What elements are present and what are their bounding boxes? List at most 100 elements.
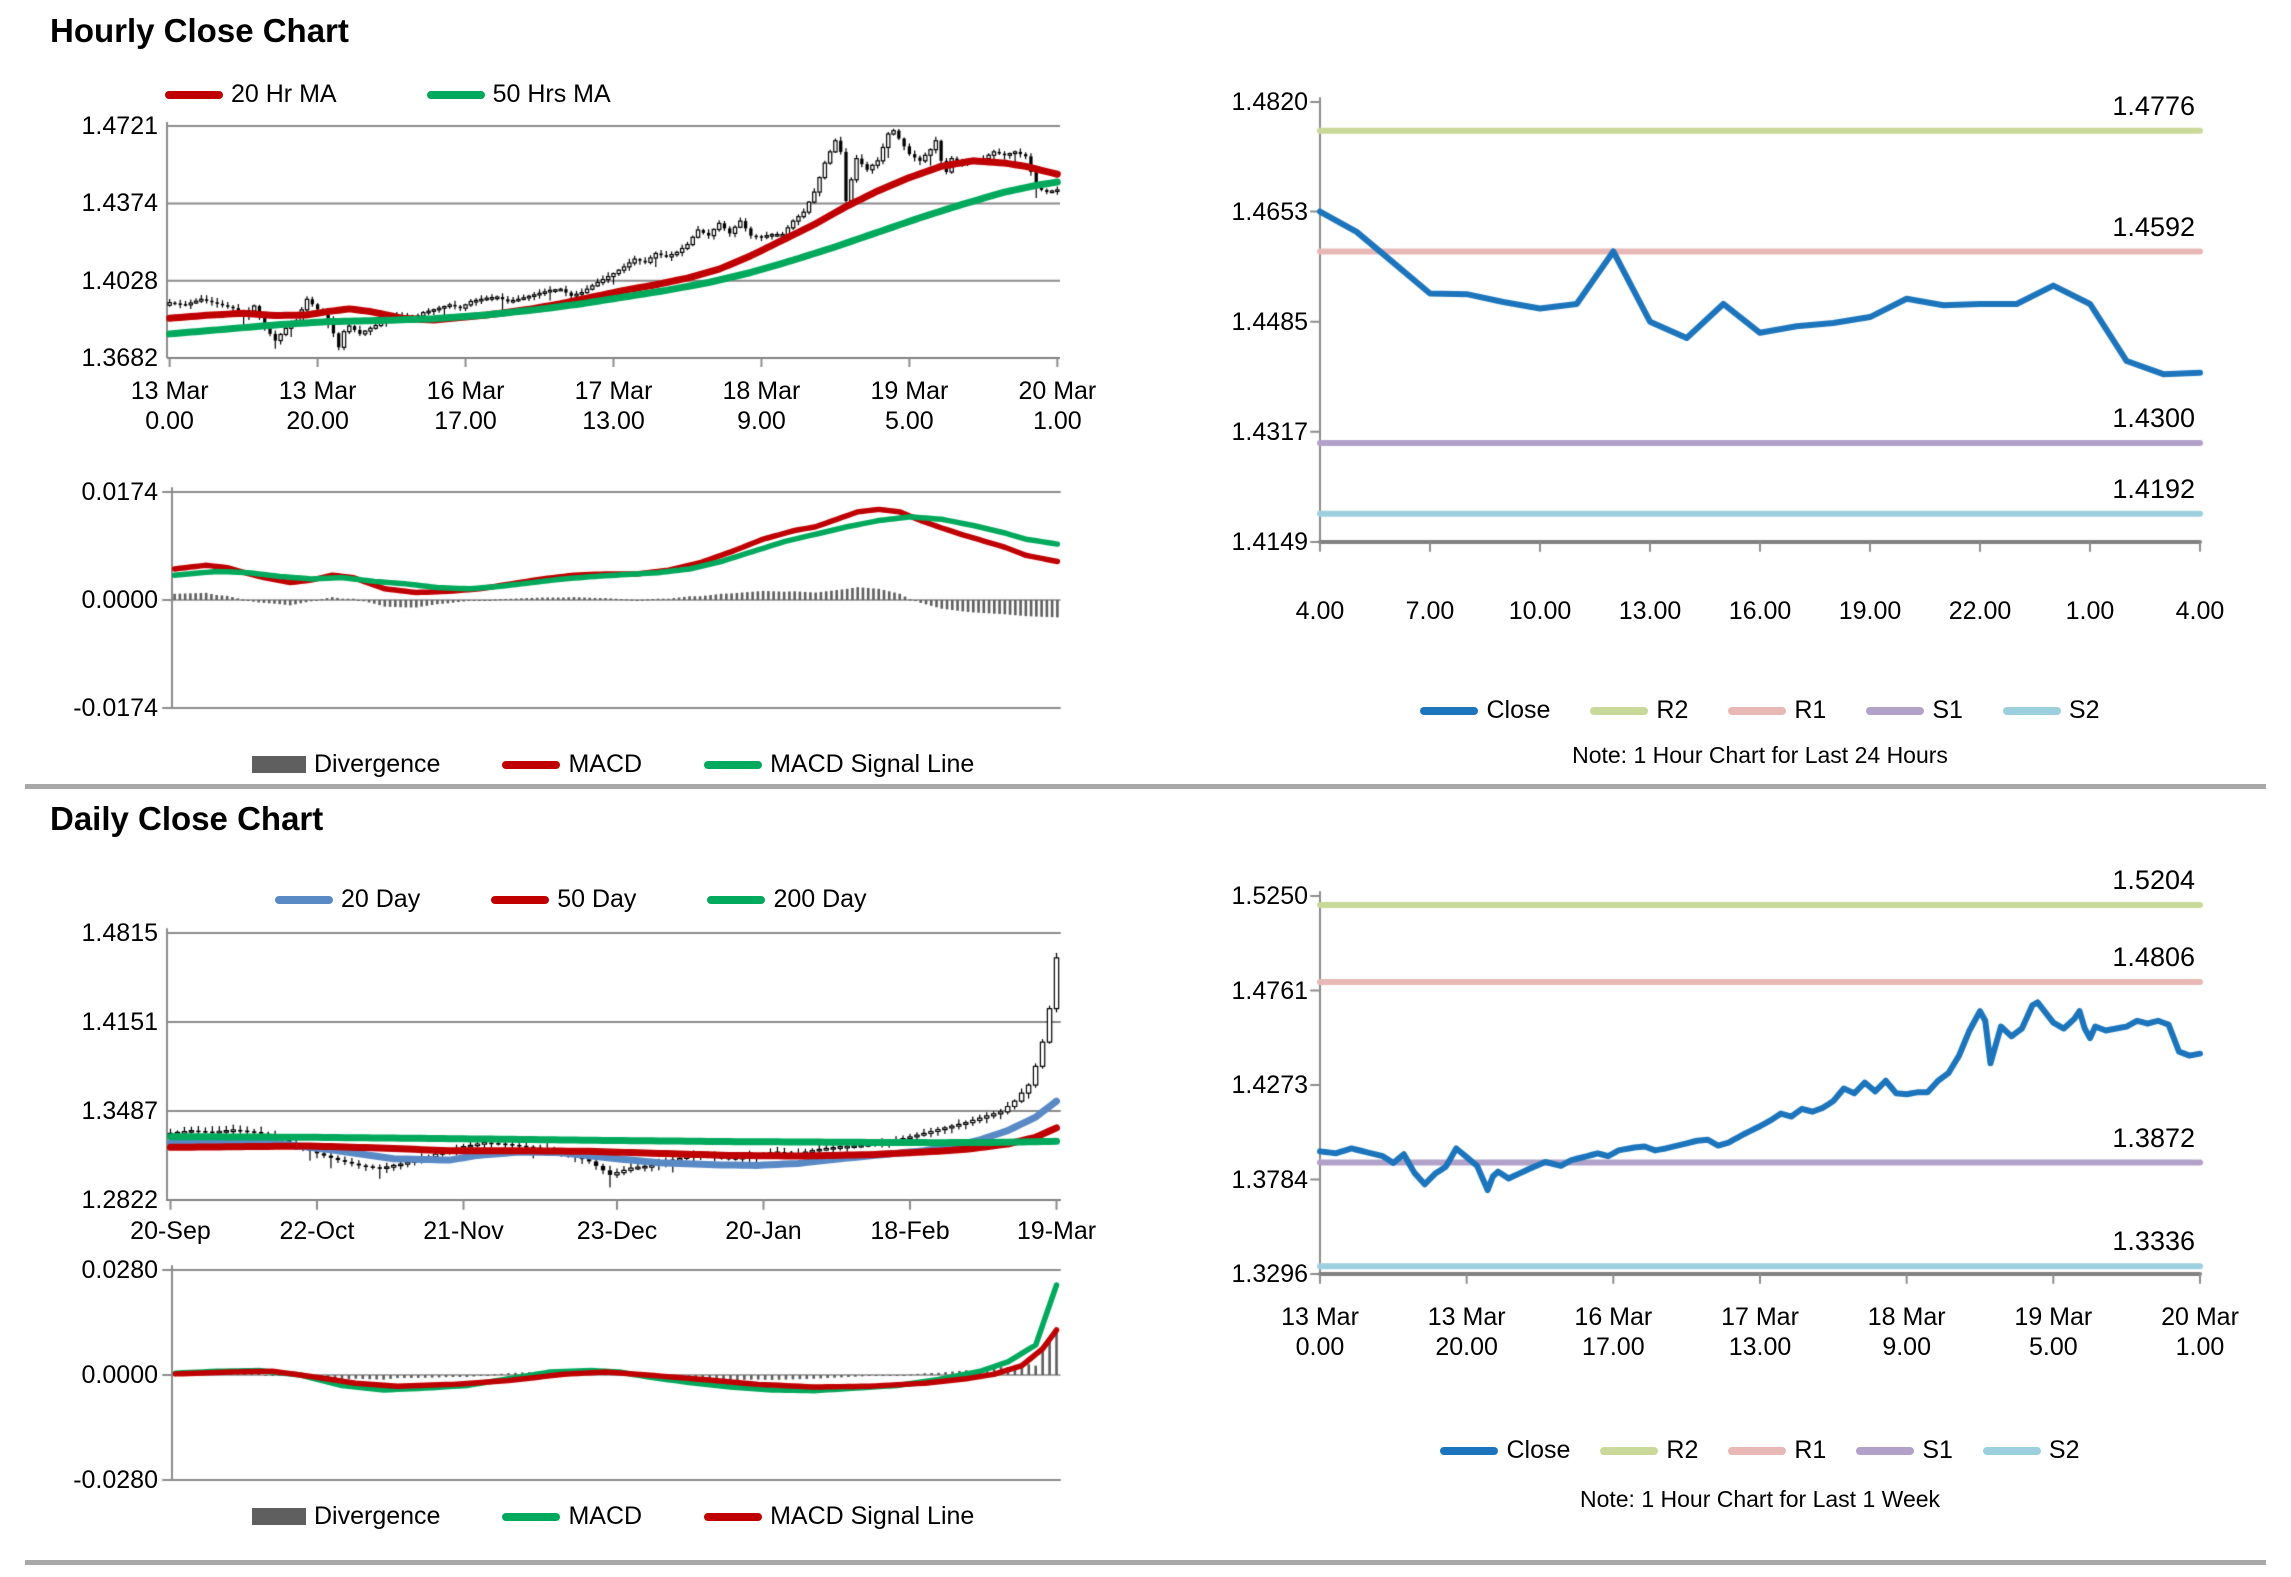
pivot1w-legend: Close R2 R1 S1 S2 [1320, 1436, 2200, 1465]
legend-item: R2 [1590, 696, 1688, 725]
x-axis-tick-label: 20 Mar 1.00 [1018, 377, 1097, 435]
pivot-level-value-label: 1.4806 [2112, 941, 2195, 972]
x-axis-tick-label: 4.00 [1295, 597, 1345, 625]
legend-item: 20 Hr MA [165, 80, 337, 109]
pivot-level-value-label: 1.4592 [2112, 211, 2195, 242]
y-axis-tick-label: 1.4151 [81, 1007, 158, 1036]
legend-item: S1 [1866, 696, 1963, 725]
y-axis-tick-label: 1.4149 [1231, 528, 1308, 556]
legend-line-swatch-icon [1856, 1446, 1915, 1455]
legend-label: Close [1486, 696, 1551, 724]
legend-bar-swatch-icon [252, 756, 306, 773]
legend-label: S2 [2068, 696, 2100, 724]
y-axis-tick-label: 0.0174 [81, 478, 158, 506]
x-axis-tick-label: 16.00 [1728, 597, 1792, 625]
legend-line-swatch-icon [502, 760, 561, 769]
legend-line-swatch-icon [1440, 1446, 1499, 1455]
y-axis-tick-label: 0.0280 [81, 1256, 158, 1284]
x-axis-tick-label: 23-Dec [576, 1217, 658, 1245]
legend-line-swatch-icon [1982, 1446, 2041, 1455]
legend-item: Close [1440, 1436, 1570, 1465]
y-axis-tick-label: 1.4761 [1231, 976, 1308, 1005]
legend-item: S2 [1982, 1436, 2080, 1465]
legend-item: Close [1420, 696, 1550, 725]
legend-line-swatch-icon [275, 895, 333, 904]
legend-item: R1 [1728, 696, 1826, 725]
legend-label: Close [1506, 1436, 1571, 1464]
pivot-level-value-label: 1.3872 [2112, 1122, 2195, 1153]
x-axis-tick-label: 16 Mar 17.00 [1574, 1303, 1653, 1361]
x-axis-tick-label: 22.00 [1948, 597, 2012, 625]
x-axis-tick-label: 19 Mar 5.00 [2014, 1303, 2093, 1361]
legend-item: MACD Signal Line [704, 750, 974, 779]
legend-item: S1 [1856, 1436, 1953, 1465]
y-axis-tick-label: 1.5250 [1231, 882, 1308, 910]
y-axis-tick-label: 1.3296 [1231, 1260, 1308, 1288]
daily-section-title: Daily Close Chart [50, 800, 324, 837]
legend-item: Divergence [252, 1502, 440, 1531]
legend-label: MACD [568, 750, 643, 778]
legend-item: MACD Signal Line [704, 1502, 974, 1531]
x-axis-tick-label: 10.00 [1508, 597, 1572, 625]
y-axis-tick-label: 1.3487 [81, 1096, 158, 1125]
x-axis-tick-label: 4.00 [2175, 597, 2225, 625]
legend-item: MACD [502, 1502, 642, 1531]
pivot-level-value-label: 1.3336 [2112, 1226, 2195, 1257]
legend-item: 20 Day [275, 885, 420, 914]
legend-line-swatch-icon [1590, 706, 1649, 715]
legend-line-swatch-icon [1728, 1446, 1787, 1455]
bottom-divider [25, 1560, 2266, 1565]
x-axis-tick-label: 13 Mar 20.00 [1427, 1303, 1506, 1361]
legend-line-swatch-icon [704, 760, 763, 769]
y-axis-tick-label: 1.2822 [81, 1186, 158, 1214]
x-axis-tick-label: 18 Mar 9.00 [1867, 1303, 1946, 1361]
legend-label: 20 Day [341, 885, 421, 913]
x-axis-tick-label: 18 Mar 9.00 [722, 377, 801, 435]
legend-line-swatch-icon [502, 1512, 561, 1521]
legend-label: Divergence [314, 1502, 441, 1530]
daily-macd-legend: Divergence MACD MACD Signal Line [252, 1502, 974, 1531]
x-axis-tick-label: 17 Mar 13.00 [1721, 1303, 1799, 1361]
legend-label: S1 [1932, 696, 1963, 724]
legend-line-swatch-icon [1420, 706, 1479, 715]
legend-item: R1 [1728, 1436, 1826, 1465]
legend-label: 20 Hr MA [231, 80, 337, 108]
legend-item: 50 Hrs MA [426, 80, 611, 109]
legend-label: Divergence [314, 750, 441, 778]
pivot-level-value-label: 1.5204 [2112, 864, 2195, 895]
legend-line-swatch-icon [165, 90, 223, 99]
y-axis-tick-label: 1.4028 [81, 266, 158, 295]
daily-price-legend: 20 Day 50 Day 200 Day [275, 885, 867, 914]
y-axis-tick-label: 1.4273 [1231, 1071, 1308, 1099]
y-axis-tick-label: 1.4653 [1231, 197, 1308, 226]
legend-bar-swatch-icon [252, 1508, 306, 1525]
y-axis-tick-label: 0.0000 [81, 1361, 158, 1389]
legend-item: 200 Day [707, 885, 867, 914]
y-axis-tick-label: 1.3682 [81, 344, 158, 372]
legend-label: R1 [1794, 1436, 1827, 1464]
x-axis-tick-label: 7.00 [1405, 597, 1455, 625]
x-axis-tick-label: 19.00 [1838, 597, 1902, 625]
x-axis-tick-label: 22-Oct [279, 1217, 355, 1245]
x-axis-tick-label: 13 Mar 20.00 [278, 377, 357, 435]
x-axis-tick-label: 20-Sep [130, 1217, 211, 1245]
x-axis-tick-label: 1.00 [2065, 597, 2115, 625]
legend-item: MACD [502, 750, 642, 779]
y-axis-tick-label: -0.0280 [73, 1466, 158, 1494]
legend-line-swatch-icon [1866, 706, 1925, 715]
y-axis-tick-label: 1.4374 [81, 189, 158, 218]
legend-label: R2 [1656, 696, 1689, 724]
legend-label: 50 Hrs MA [492, 80, 611, 108]
x-axis-tick-label: 13 Mar 0.00 [130, 377, 209, 435]
legend-item: R2 [1600, 1436, 1698, 1465]
legend-line-swatch-icon [707, 895, 766, 904]
x-axis-tick-label: 19-Mar [1016, 1217, 1097, 1245]
pivot24h-legend: Close R2 R1 S1 S2 [1320, 696, 2200, 725]
hourly-price-legend: 20 Hr MA 50 Hrs MA [165, 80, 611, 109]
y-axis-tick-label: -0.0174 [73, 694, 158, 722]
y-axis-tick-label: 1.4815 [81, 919, 158, 947]
legend-label: R1 [1794, 696, 1827, 724]
legend-label: MACD Signal Line [770, 750, 975, 778]
pivot-level-value-label: 1.4776 [2112, 90, 2195, 121]
